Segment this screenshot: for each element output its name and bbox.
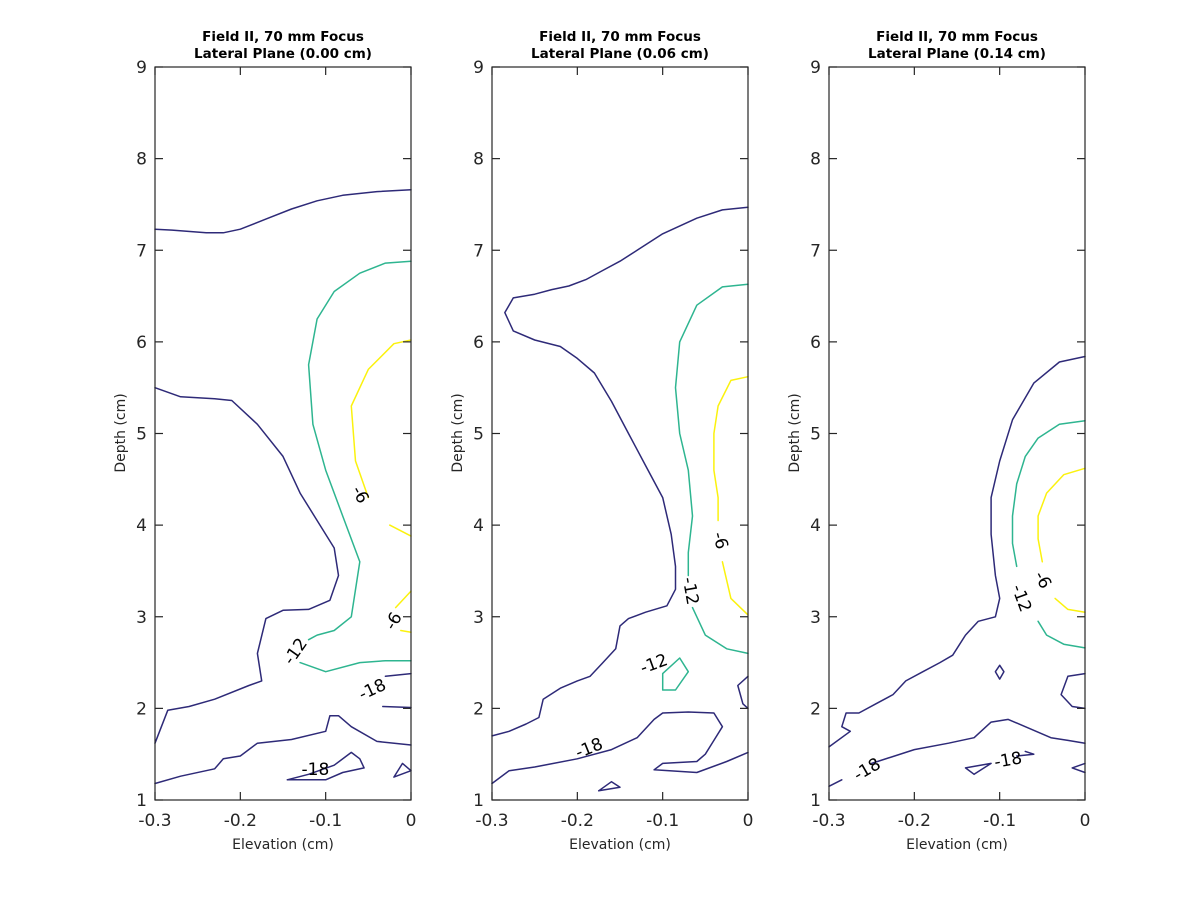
contour-line-level-18 bbox=[154, 189, 412, 234]
y-tick-label: 3 bbox=[473, 608, 484, 628]
x-tick-label: -0.3 bbox=[138, 811, 171, 831]
y-tick-label: 3 bbox=[810, 608, 821, 628]
contour-label: -18 bbox=[993, 748, 1024, 773]
x-tick-label: -0.3 bbox=[812, 811, 845, 831]
y-tick-label: 2 bbox=[136, 699, 147, 719]
contour-line-level-18 bbox=[737, 675, 749, 710]
y-tick-label: 3 bbox=[136, 608, 147, 628]
x-axis-label: Elevation (cm) bbox=[232, 837, 334, 853]
x-tick-label: -0.2 bbox=[561, 811, 594, 831]
contour-line-level-18 bbox=[828, 779, 843, 788]
y-tick-label: 8 bbox=[810, 150, 821, 170]
y-tick-label: 7 bbox=[810, 241, 821, 261]
x-tick-label: -0.1 bbox=[983, 811, 1016, 831]
y-tick-label: 4 bbox=[136, 516, 147, 536]
y-tick-label: 1 bbox=[136, 791, 147, 811]
contour-line-level-18 bbox=[1060, 672, 1086, 710]
tick-layer: -0.3 -0.2 -0.1 0 1 2 3 4 5 6 7 8 9 bbox=[136, 58, 416, 831]
contour-line-level-6 bbox=[713, 375, 749, 522]
contour-label: -12 bbox=[678, 576, 703, 607]
y-tick-label: 4 bbox=[810, 516, 821, 536]
contour-line-level-6 bbox=[721, 561, 749, 616]
y-tick-label: 1 bbox=[810, 791, 821, 811]
contour-line-level-18 bbox=[994, 664, 1005, 680]
contour-line-level-18 bbox=[597, 780, 621, 792]
contour-line-level-18 bbox=[491, 711, 749, 785]
y-tick-label: 6 bbox=[810, 333, 821, 353]
x-tick-label: -0.2 bbox=[898, 811, 931, 831]
x-axis-label: Elevation (cm) bbox=[906, 837, 1008, 853]
contour-line-level-18 bbox=[491, 206, 749, 737]
y-tick-label: 6 bbox=[473, 333, 484, 353]
contour-label: -18 bbox=[302, 760, 330, 780]
contour-line-level-12 bbox=[1011, 419, 1086, 568]
y-tick-label: 7 bbox=[473, 241, 484, 261]
contour-line-level-6 bbox=[350, 339, 412, 499]
y-tick-label: 7 bbox=[136, 241, 147, 261]
panel-title-line2: Lateral Plane (0.00 cm) bbox=[194, 46, 372, 62]
y-tick-label: 6 bbox=[136, 333, 147, 353]
contour-layer bbox=[491, 206, 749, 792]
contour-layer bbox=[828, 355, 1086, 788]
y-tick-label: 4 bbox=[473, 516, 484, 536]
y-tick-label: 9 bbox=[473, 58, 484, 78]
contour-layer bbox=[154, 189, 412, 785]
panel-3: Field II, 70 mm Focus Lateral Plane (0.1… bbox=[787, 29, 1090, 853]
y-tick-label: 2 bbox=[810, 699, 821, 719]
contour-line-level-18 bbox=[154, 714, 412, 785]
contour-line-level-18 bbox=[286, 751, 365, 781]
contour-line-level-18 bbox=[393, 762, 412, 778]
tick-layer: -0.3 -0.2 -0.1 0 1 2 3 4 5 6 7 8 9 bbox=[473, 58, 753, 831]
contour-line-level-18 bbox=[1015, 750, 1035, 757]
y-axis-label: Depth (cm) bbox=[113, 393, 129, 472]
contour-line-level-12 bbox=[299, 659, 412, 673]
contour-line-level-18 bbox=[828, 355, 1086, 748]
contour-line-level-6 bbox=[1054, 597, 1086, 613]
y-tick-label: 5 bbox=[473, 425, 484, 445]
y-axis-label: Depth (cm) bbox=[450, 393, 466, 472]
contour-line-level-18 bbox=[154, 386, 340, 744]
contour-line-level-18 bbox=[964, 762, 992, 776]
y-tick-label: 8 bbox=[136, 150, 147, 170]
y-tick-label: 8 bbox=[473, 150, 484, 170]
panel-title-line1: Field II, 70 mm Focus bbox=[876, 29, 1038, 45]
panel-1: Field II, 70 mm Focus Lateral Plane (0.0… bbox=[113, 29, 416, 853]
panel-title-line1: Field II, 70 mm Focus bbox=[202, 29, 364, 45]
x-tick-label: -0.3 bbox=[475, 811, 508, 831]
panel-title-line2: Lateral Plane (0.14 cm) bbox=[868, 46, 1046, 62]
contour-line-level-12 bbox=[307, 260, 412, 641]
tick-layer: -0.3 -0.2 -0.1 0 1 2 3 4 5 6 7 8 9 bbox=[810, 58, 1090, 831]
contour-line-level-18 bbox=[870, 718, 1086, 765]
panel-title-line1: Field II, 70 mm Focus bbox=[539, 29, 701, 45]
x-axis-label: Elevation (cm) bbox=[569, 837, 671, 853]
y-tick-label: 9 bbox=[136, 58, 147, 78]
contour-line-level-12 bbox=[661, 657, 690, 691]
contour-line-level-12 bbox=[674, 283, 749, 577]
y-tick-label: 2 bbox=[473, 699, 484, 719]
contour-line-level-6 bbox=[400, 629, 412, 634]
y-tick-label: 9 bbox=[810, 58, 821, 78]
contour-line-level-6 bbox=[388, 524, 412, 537]
panel-title-line2: Lateral Plane (0.06 cm) bbox=[531, 46, 709, 62]
y-tick-label: 1 bbox=[473, 791, 484, 811]
contour-line-level-6 bbox=[1037, 467, 1086, 563]
x-tick-label: -0.2 bbox=[224, 811, 257, 831]
y-tick-label: 5 bbox=[136, 425, 147, 445]
x-tick-label: 0 bbox=[743, 811, 754, 831]
x-tick-label: 0 bbox=[1080, 811, 1091, 831]
contour-line-level-12 bbox=[1037, 620, 1086, 649]
y-tick-label: 5 bbox=[810, 425, 821, 445]
x-tick-label: 0 bbox=[406, 811, 417, 831]
y-axis-label: Depth (cm) bbox=[787, 393, 803, 472]
contour-line-level-18 bbox=[1071, 762, 1086, 774]
contour-label: -6 bbox=[708, 530, 732, 552]
x-tick-label: -0.1 bbox=[646, 811, 679, 831]
contour-line-level-18 bbox=[384, 672, 412, 678]
contour-line-level-12 bbox=[691, 606, 749, 655]
contour-line-level-6 bbox=[394, 590, 412, 609]
x-tick-label: -0.1 bbox=[309, 811, 342, 831]
contour-line-level-18 bbox=[382, 705, 412, 709]
